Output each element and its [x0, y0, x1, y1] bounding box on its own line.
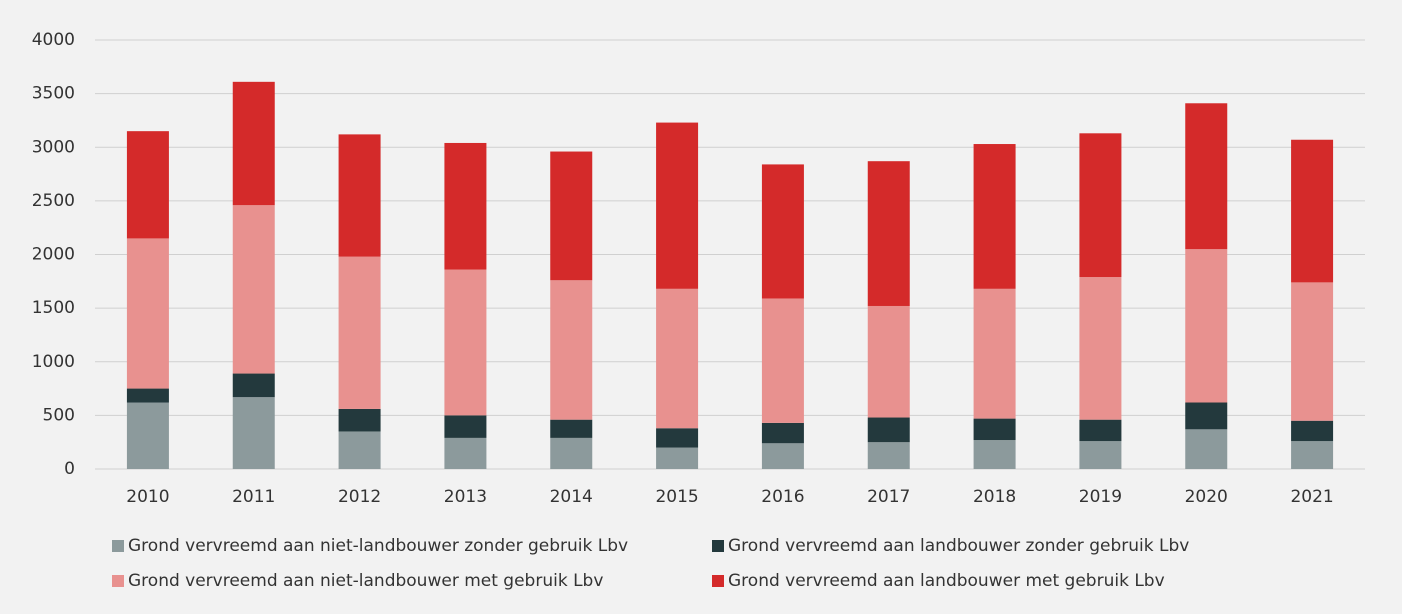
bar-segment: [126, 388, 169, 403]
legend-swatch: [712, 575, 724, 587]
bar-segment: [656, 428, 699, 448]
bar-segment: [550, 280, 593, 420]
x-tick-label: 2015: [655, 487, 698, 507]
bar-segment: [338, 431, 381, 469]
x-tick-label: 2016: [761, 487, 804, 507]
legend-label: Grond vervreemd aan landbouwer met gebru…: [728, 571, 1165, 591]
bar-segment: [1185, 429, 1228, 469]
bar-segment: [761, 164, 804, 299]
bar-segment: [232, 373, 275, 398]
x-tick-label: 2020: [1185, 487, 1228, 507]
y-tick-label: 0: [64, 459, 75, 479]
bar-segment: [761, 422, 804, 444]
y-tick-label: 2500: [32, 191, 75, 211]
bar-segment: [761, 298, 804, 423]
bar-segment: [444, 437, 487, 469]
bar-segment: [126, 402, 169, 469]
bar-segment: [1079, 133, 1122, 278]
bar-segment: [1291, 441, 1334, 469]
bar-segment: [1079, 277, 1122, 420]
legend-swatch: [112, 575, 124, 587]
bar-segment: [550, 437, 593, 469]
bar-segment: [126, 131, 169, 239]
y-tick-label: 500: [43, 405, 75, 425]
x-tick-label: 2018: [973, 487, 1016, 507]
bar-segment: [232, 81, 275, 206]
bar-segment: [973, 418, 1016, 441]
x-tick-label: 2021: [1290, 487, 1333, 507]
bar-segment: [1291, 420, 1334, 442]
bar-segment: [126, 238, 169, 389]
y-tick-label: 2000: [32, 245, 75, 265]
legend-swatch: [712, 540, 724, 552]
y-tick-label: 1000: [32, 352, 75, 372]
bar-segment: [761, 443, 804, 469]
bar-segment: [338, 134, 381, 257]
bar-segment: [232, 205, 275, 374]
bar-segment: [1291, 139, 1334, 283]
bar-segment: [1079, 419, 1122, 442]
bar-segment: [867, 305, 910, 418]
x-tick-label: 2013: [444, 487, 487, 507]
legend-swatch: [112, 540, 124, 552]
bar-segment: [550, 419, 593, 438]
bar-segment: [1185, 249, 1228, 403]
bar-segment: [550, 151, 593, 281]
legend-label: Grond vervreemd aan landbouwer zonder ge…: [728, 536, 1189, 556]
bar-segment: [1185, 103, 1228, 250]
bar-segment: [444, 269, 487, 416]
bar-segment: [867, 442, 910, 469]
x-tick-label: 2010: [126, 487, 169, 507]
bar-segment: [973, 440, 1016, 469]
x-tick-label: 2014: [550, 487, 593, 507]
bar-segment: [444, 415, 487, 438]
bar-segment: [656, 447, 699, 469]
x-tick-label: 2012: [338, 487, 381, 507]
y-tick-label: 3000: [32, 137, 75, 157]
bar-segment: [973, 288, 1016, 419]
legend-label: Grond vervreemd aan niet-landbouwer met …: [128, 571, 603, 591]
y-tick-label: 4000: [32, 30, 75, 50]
bar-segment: [973, 144, 1016, 289]
bar-segment: [656, 288, 699, 429]
bar-segment: [656, 122, 699, 289]
y-tick-label: 1500: [32, 298, 75, 318]
bar-segment: [338, 408, 381, 432]
bar-segment: [1079, 441, 1122, 469]
bar-segment: [1185, 402, 1228, 430]
bar-segment: [232, 397, 275, 469]
bar-segment: [1291, 282, 1334, 421]
x-tick-label: 2019: [1079, 487, 1122, 507]
bar-segment: [867, 417, 910, 443]
x-tick-label: 2011: [232, 487, 275, 507]
y-tick-label: 3500: [32, 84, 75, 104]
legend-label: Grond vervreemd aan niet-landbouwer zond…: [128, 536, 628, 556]
bar-segment: [444, 142, 487, 270]
bar-segment: [338, 256, 381, 409]
x-tick-label: 2017: [867, 487, 910, 507]
bar-segment: [867, 161, 910, 306]
